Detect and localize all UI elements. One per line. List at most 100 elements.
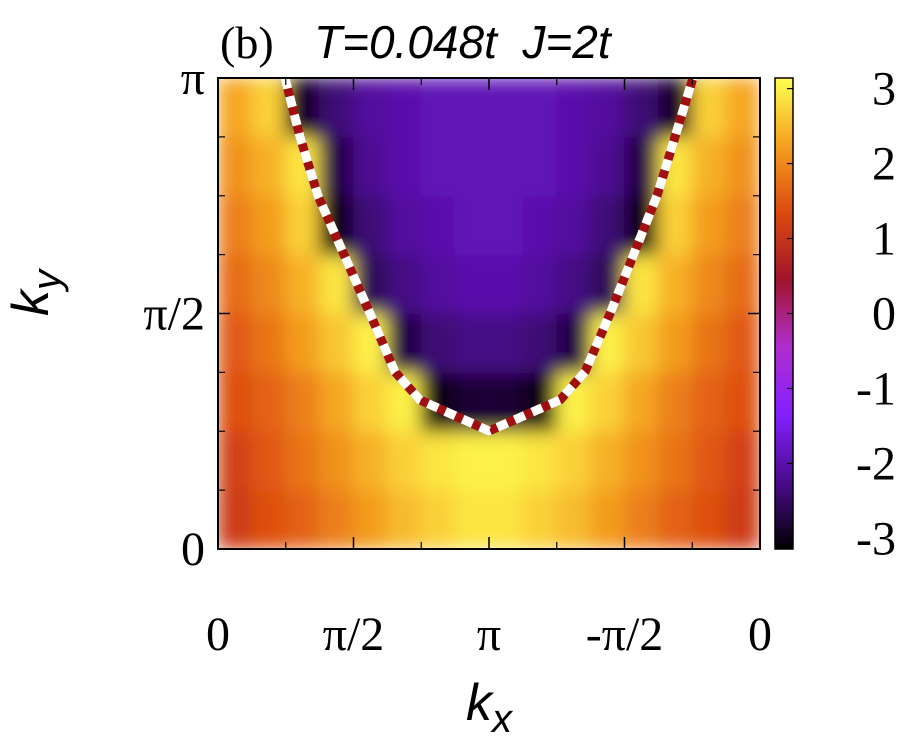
heat-cell — [691, 371, 727, 432]
heat-cell — [556, 195, 592, 256]
heat-cell — [386, 489, 422, 549]
heat-cell — [319, 489, 354, 549]
heat-cell — [420, 430, 456, 491]
heat-cell — [522, 313, 558, 373]
heat-cell — [488, 136, 524, 197]
boundary-dash — [280, 78, 698, 436]
heat-cell — [352, 430, 388, 491]
heat-cell — [590, 136, 625, 197]
heat-cell — [386, 78, 422, 138]
heat-cell — [386, 430, 422, 491]
x-axis-label: kx — [466, 674, 514, 741]
y-tick-label: π/2 — [143, 288, 205, 341]
y-axis-label: ky — [2, 267, 69, 316]
heat-cell — [352, 371, 388, 432]
heat-cell — [725, 489, 760, 549]
heat-cell — [556, 430, 592, 491]
heat-cell — [218, 254, 253, 315]
heat-cell — [623, 489, 659, 549]
heat-cell — [352, 78, 388, 138]
heat-cell — [488, 195, 524, 256]
heat-cell — [657, 195, 693, 256]
heat-cell — [420, 136, 456, 197]
heat-cell — [285, 313, 321, 373]
heat-cell — [218, 430, 253, 491]
heat-cell — [251, 136, 287, 197]
heat-cell — [556, 254, 592, 315]
y-tick-label: π — [181, 52, 205, 105]
heat-cell — [691, 136, 727, 197]
heat-cell — [319, 78, 354, 138]
heat-cell — [657, 371, 693, 432]
heat-cell — [725, 313, 760, 373]
heat-cell — [319, 136, 354, 197]
x-label-sub: x — [490, 697, 514, 741]
x-tick-label: π/2 — [323, 608, 385, 661]
heat-cell — [352, 489, 388, 549]
heat-cell — [251, 371, 287, 432]
heat-cell — [522, 136, 558, 197]
heat-cell — [319, 371, 354, 432]
heat-cell — [590, 430, 625, 491]
heat-cell — [251, 254, 287, 315]
heatmap-cells — [218, 78, 760, 549]
x-tick-label: 0 — [206, 608, 230, 661]
heat-cell — [691, 78, 727, 138]
heat-cell — [454, 195, 490, 256]
x-tick-label: 0 — [748, 608, 772, 661]
heat-cell — [623, 136, 659, 197]
x-tick-label: -π/2 — [586, 608, 664, 661]
heat-cell — [691, 254, 727, 315]
chart-title: T=0.048t J=2t — [314, 16, 613, 68]
heat-cell — [454, 254, 490, 315]
heat-cell — [488, 254, 524, 315]
heat-cell — [725, 195, 760, 256]
heat-cell — [522, 78, 558, 138]
heat-cell — [623, 313, 659, 373]
heat-cell — [488, 313, 524, 373]
heat-cell — [725, 371, 760, 432]
heat-cell — [251, 78, 287, 138]
heat-cell — [218, 489, 253, 549]
heat-cell — [691, 195, 727, 256]
heat-cell — [251, 489, 287, 549]
heat-cell — [725, 430, 760, 491]
colorbar-tick-label: -2 — [856, 437, 896, 490]
heat-cell — [556, 78, 592, 138]
heat-cell — [285, 489, 321, 549]
colorbar-tick-label: 1 — [872, 213, 896, 266]
heat-cell — [420, 313, 456, 373]
heat-cell — [251, 313, 287, 373]
colorbar-tick-label: -1 — [856, 362, 896, 415]
heat-cell — [522, 254, 558, 315]
heat-cell — [319, 313, 354, 373]
heat-cell — [488, 78, 524, 138]
heat-cell — [691, 313, 727, 373]
heat-cell — [352, 195, 388, 256]
heat-cell — [556, 489, 592, 549]
heat-cell — [454, 78, 490, 138]
heat-cell — [556, 136, 592, 197]
heat-cell — [218, 136, 253, 197]
heat-cell — [420, 195, 456, 256]
heatmap — [218, 78, 760, 549]
x-label-base: k — [466, 674, 495, 732]
boundary-layer — [280, 78, 698, 436]
heat-cell — [218, 78, 253, 138]
heat-cell — [251, 430, 287, 491]
heat-cell — [522, 489, 558, 549]
heat-cell — [691, 430, 727, 491]
heat-cell — [590, 371, 625, 432]
heat-cell — [725, 136, 760, 197]
heat-cell — [420, 254, 456, 315]
heat-cell — [454, 430, 490, 491]
heat-cell — [285, 195, 321, 256]
heat-cell — [285, 430, 321, 491]
panel-label: (b) — [220, 17, 274, 68]
heat-cell — [218, 195, 253, 256]
heat-cell — [657, 254, 693, 315]
heat-cell — [623, 78, 659, 138]
colorbar-tick-label: 0 — [872, 288, 896, 341]
